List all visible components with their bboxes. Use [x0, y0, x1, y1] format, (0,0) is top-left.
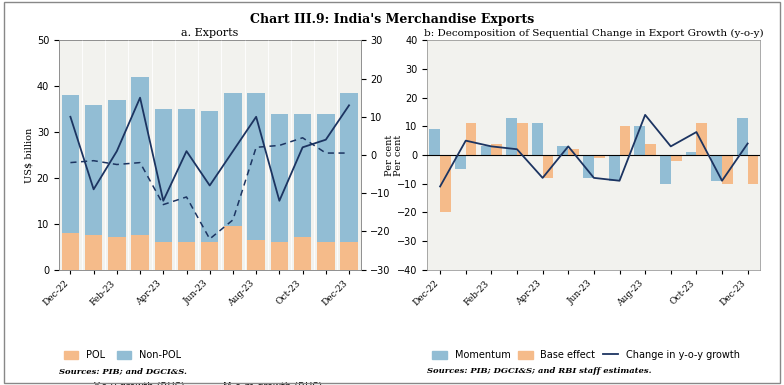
Bar — [154, 242, 172, 270]
Bar — [132, 77, 149, 235]
Bar — [583, 155, 594, 178]
Bar — [340, 242, 358, 270]
Bar — [317, 242, 335, 270]
Bar — [178, 109, 195, 242]
Bar — [440, 155, 451, 212]
Bar — [455, 155, 466, 169]
Bar — [671, 155, 681, 161]
Bar — [634, 126, 645, 155]
Bar — [466, 124, 477, 155]
Bar — [722, 155, 733, 184]
Legend: Momentum, Base effect, Change in y-o-y growth: Momentum, Base effect, Change in y-o-y g… — [432, 350, 739, 360]
Bar — [645, 144, 656, 155]
Bar — [557, 146, 568, 155]
Bar — [696, 124, 707, 155]
Bar — [517, 124, 528, 155]
Bar — [270, 114, 288, 242]
Bar — [108, 100, 125, 238]
Text: Sources: PIB; and DGCI&S.: Sources: PIB; and DGCI&S. — [59, 367, 187, 375]
Title: b: Decomposition of Sequential Change in Export Growth (y-o-y): b: Decomposition of Sequential Change in… — [424, 29, 764, 38]
Bar — [108, 238, 125, 270]
Y-axis label: US$ billion: US$ billion — [25, 127, 34, 182]
Bar — [543, 155, 554, 178]
Bar — [430, 129, 440, 155]
Bar — [85, 105, 103, 235]
Bar — [619, 126, 630, 155]
Bar — [481, 146, 492, 155]
Bar — [270, 242, 288, 270]
Y-axis label: Per cent: Per cent — [385, 134, 394, 176]
Bar — [62, 95, 79, 233]
Bar — [686, 152, 696, 155]
Bar — [248, 240, 265, 270]
Bar — [201, 111, 219, 242]
Bar — [294, 114, 311, 238]
Bar — [532, 124, 543, 155]
Text: Sources: PIB; DGCI&S; and RBI staff estimates.: Sources: PIB; DGCI&S; and RBI staff esti… — [427, 367, 652, 375]
Bar — [154, 109, 172, 242]
Bar — [62, 233, 79, 270]
Bar — [178, 242, 195, 270]
Bar — [224, 93, 241, 226]
Bar — [608, 155, 619, 181]
Bar — [317, 114, 335, 242]
Bar — [201, 242, 219, 270]
Bar — [737, 118, 748, 155]
Bar — [132, 235, 149, 270]
Bar — [660, 155, 671, 184]
Bar — [711, 155, 722, 181]
Bar — [594, 155, 604, 158]
Bar — [294, 238, 311, 270]
Text: Chart III.9: India's Merchandise Exports: Chart III.9: India's Merchandise Exports — [250, 13, 534, 27]
Y-axis label: Per cent: Per cent — [394, 134, 403, 176]
Bar — [748, 155, 758, 184]
Bar — [506, 118, 517, 155]
Legend: Y-o-y growth (RHS), M-o-m growth (RHS): Y-o-y growth (RHS), M-o-m growth (RHS) — [64, 382, 322, 385]
Bar — [224, 226, 241, 270]
Title: a. Exports: a. Exports — [181, 28, 238, 38]
Bar — [568, 149, 579, 155]
Bar — [85, 235, 103, 270]
Bar — [492, 144, 502, 155]
Bar — [248, 93, 265, 240]
Bar — [340, 93, 358, 242]
